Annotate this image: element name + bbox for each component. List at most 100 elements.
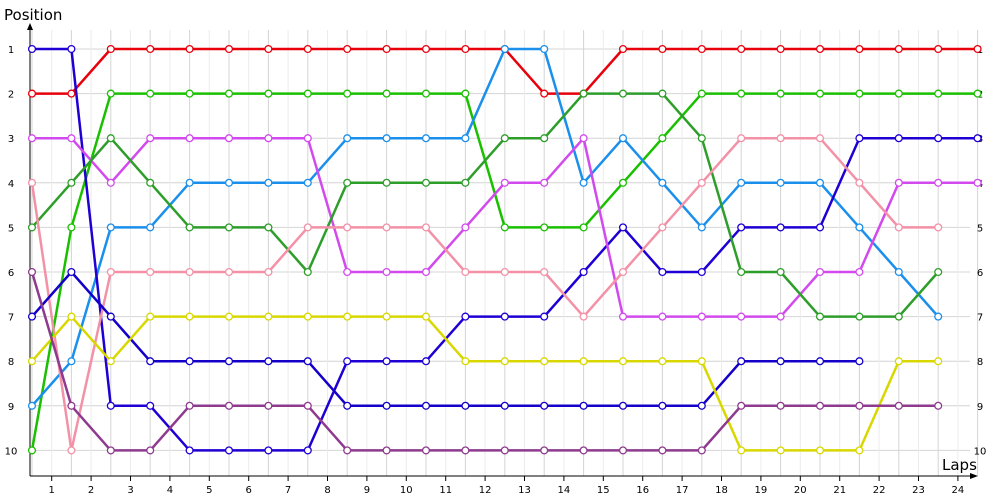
y-tick-label-left: 5 — [8, 223, 14, 234]
data-point — [815, 312, 825, 321]
data-point — [67, 223, 76, 232]
data-point — [146, 446, 155, 455]
data-point — [658, 89, 667, 98]
data-point — [185, 89, 194, 98]
data-point — [500, 223, 509, 232]
data-point — [343, 446, 352, 455]
y-tick-label-right: 10 — [974, 446, 987, 457]
data-point — [540, 223, 549, 232]
data-point — [579, 89, 588, 98]
data-point — [382, 89, 391, 98]
data-point — [737, 134, 746, 143]
data-point — [224, 44, 234, 54]
data-point — [27, 357, 37, 366]
data-point — [146, 223, 155, 232]
data-point — [815, 44, 825, 54]
data-point — [618, 134, 628, 143]
data-point — [934, 89, 943, 98]
data-point — [264, 178, 273, 187]
series-line — [31, 270, 860, 408]
data-point — [658, 312, 667, 321]
y-axis-arrow — [27, 23, 33, 30]
data-point — [894, 134, 903, 143]
data-point — [658, 178, 667, 187]
data-point — [264, 267, 273, 277]
data-point — [264, 223, 273, 232]
y-tick-label-left: 8 — [8, 357, 14, 368]
data-point — [540, 89, 549, 98]
data-point — [776, 178, 785, 187]
data-point — [106, 178, 115, 187]
data-point — [421, 312, 431, 321]
data-point — [618, 267, 628, 277]
data-point — [421, 267, 431, 277]
y-tick-label-right: 7 — [977, 313, 983, 324]
data-point — [973, 44, 982, 54]
data-point — [106, 446, 115, 455]
data-point — [224, 401, 234, 410]
data-point — [618, 446, 628, 455]
data-point — [343, 401, 352, 410]
data-point — [185, 312, 194, 321]
series-3 — [27, 44, 943, 410]
data-point — [343, 89, 352, 98]
data-point — [146, 178, 155, 187]
data-point — [303, 312, 312, 321]
data-point — [697, 44, 706, 54]
series-line — [30, 136, 939, 452]
data-point — [618, 357, 628, 366]
x-axis-arrow — [970, 473, 978, 479]
data-point — [224, 312, 234, 321]
data-point — [658, 267, 667, 277]
data-point — [894, 401, 903, 410]
x-tick-label: 16 — [636, 485, 649, 496]
data-point — [146, 401, 155, 410]
data-point — [540, 312, 549, 321]
data-point — [500, 357, 509, 366]
data-point — [67, 134, 76, 143]
data-point — [382, 357, 391, 366]
data-point — [303, 446, 312, 455]
data-point — [382, 267, 391, 277]
data-point — [500, 446, 509, 455]
data-point — [500, 134, 509, 143]
x-tick-label: 17 — [676, 485, 689, 496]
data-point — [264, 312, 273, 321]
data-point — [264, 134, 273, 143]
data-point — [737, 178, 746, 187]
data-point — [303, 178, 312, 187]
data-point — [855, 312, 864, 321]
data-point — [776, 134, 785, 143]
data-point — [461, 223, 470, 232]
data-point — [185, 44, 194, 54]
series-layer — [27, 44, 982, 455]
data-point — [185, 134, 194, 143]
data-point — [421, 178, 431, 187]
data-point — [815, 178, 825, 187]
data-point — [618, 223, 628, 232]
data-point — [658, 223, 667, 232]
data-point — [224, 134, 234, 143]
data-point — [382, 401, 391, 410]
data-point — [67, 267, 76, 277]
data-point — [618, 178, 628, 187]
x-tick-label: 5 — [206, 485, 212, 496]
x-axis-title: Laps — [942, 456, 977, 474]
data-point — [618, 44, 628, 54]
data-point — [894, 312, 903, 321]
data-point — [303, 223, 312, 232]
series-9 — [27, 312, 943, 455]
series-7 — [27, 134, 943, 455]
data-point — [27, 89, 37, 98]
data-point — [343, 178, 352, 187]
data-point — [815, 446, 825, 455]
data-point — [776, 312, 785, 321]
y-tick-label-right: 9 — [977, 402, 983, 413]
data-point — [146, 312, 155, 321]
x-tick-label: 15 — [597, 485, 610, 496]
data-point — [264, 44, 273, 54]
series-6 — [27, 89, 943, 321]
data-point — [737, 89, 746, 98]
data-point — [658, 401, 667, 410]
